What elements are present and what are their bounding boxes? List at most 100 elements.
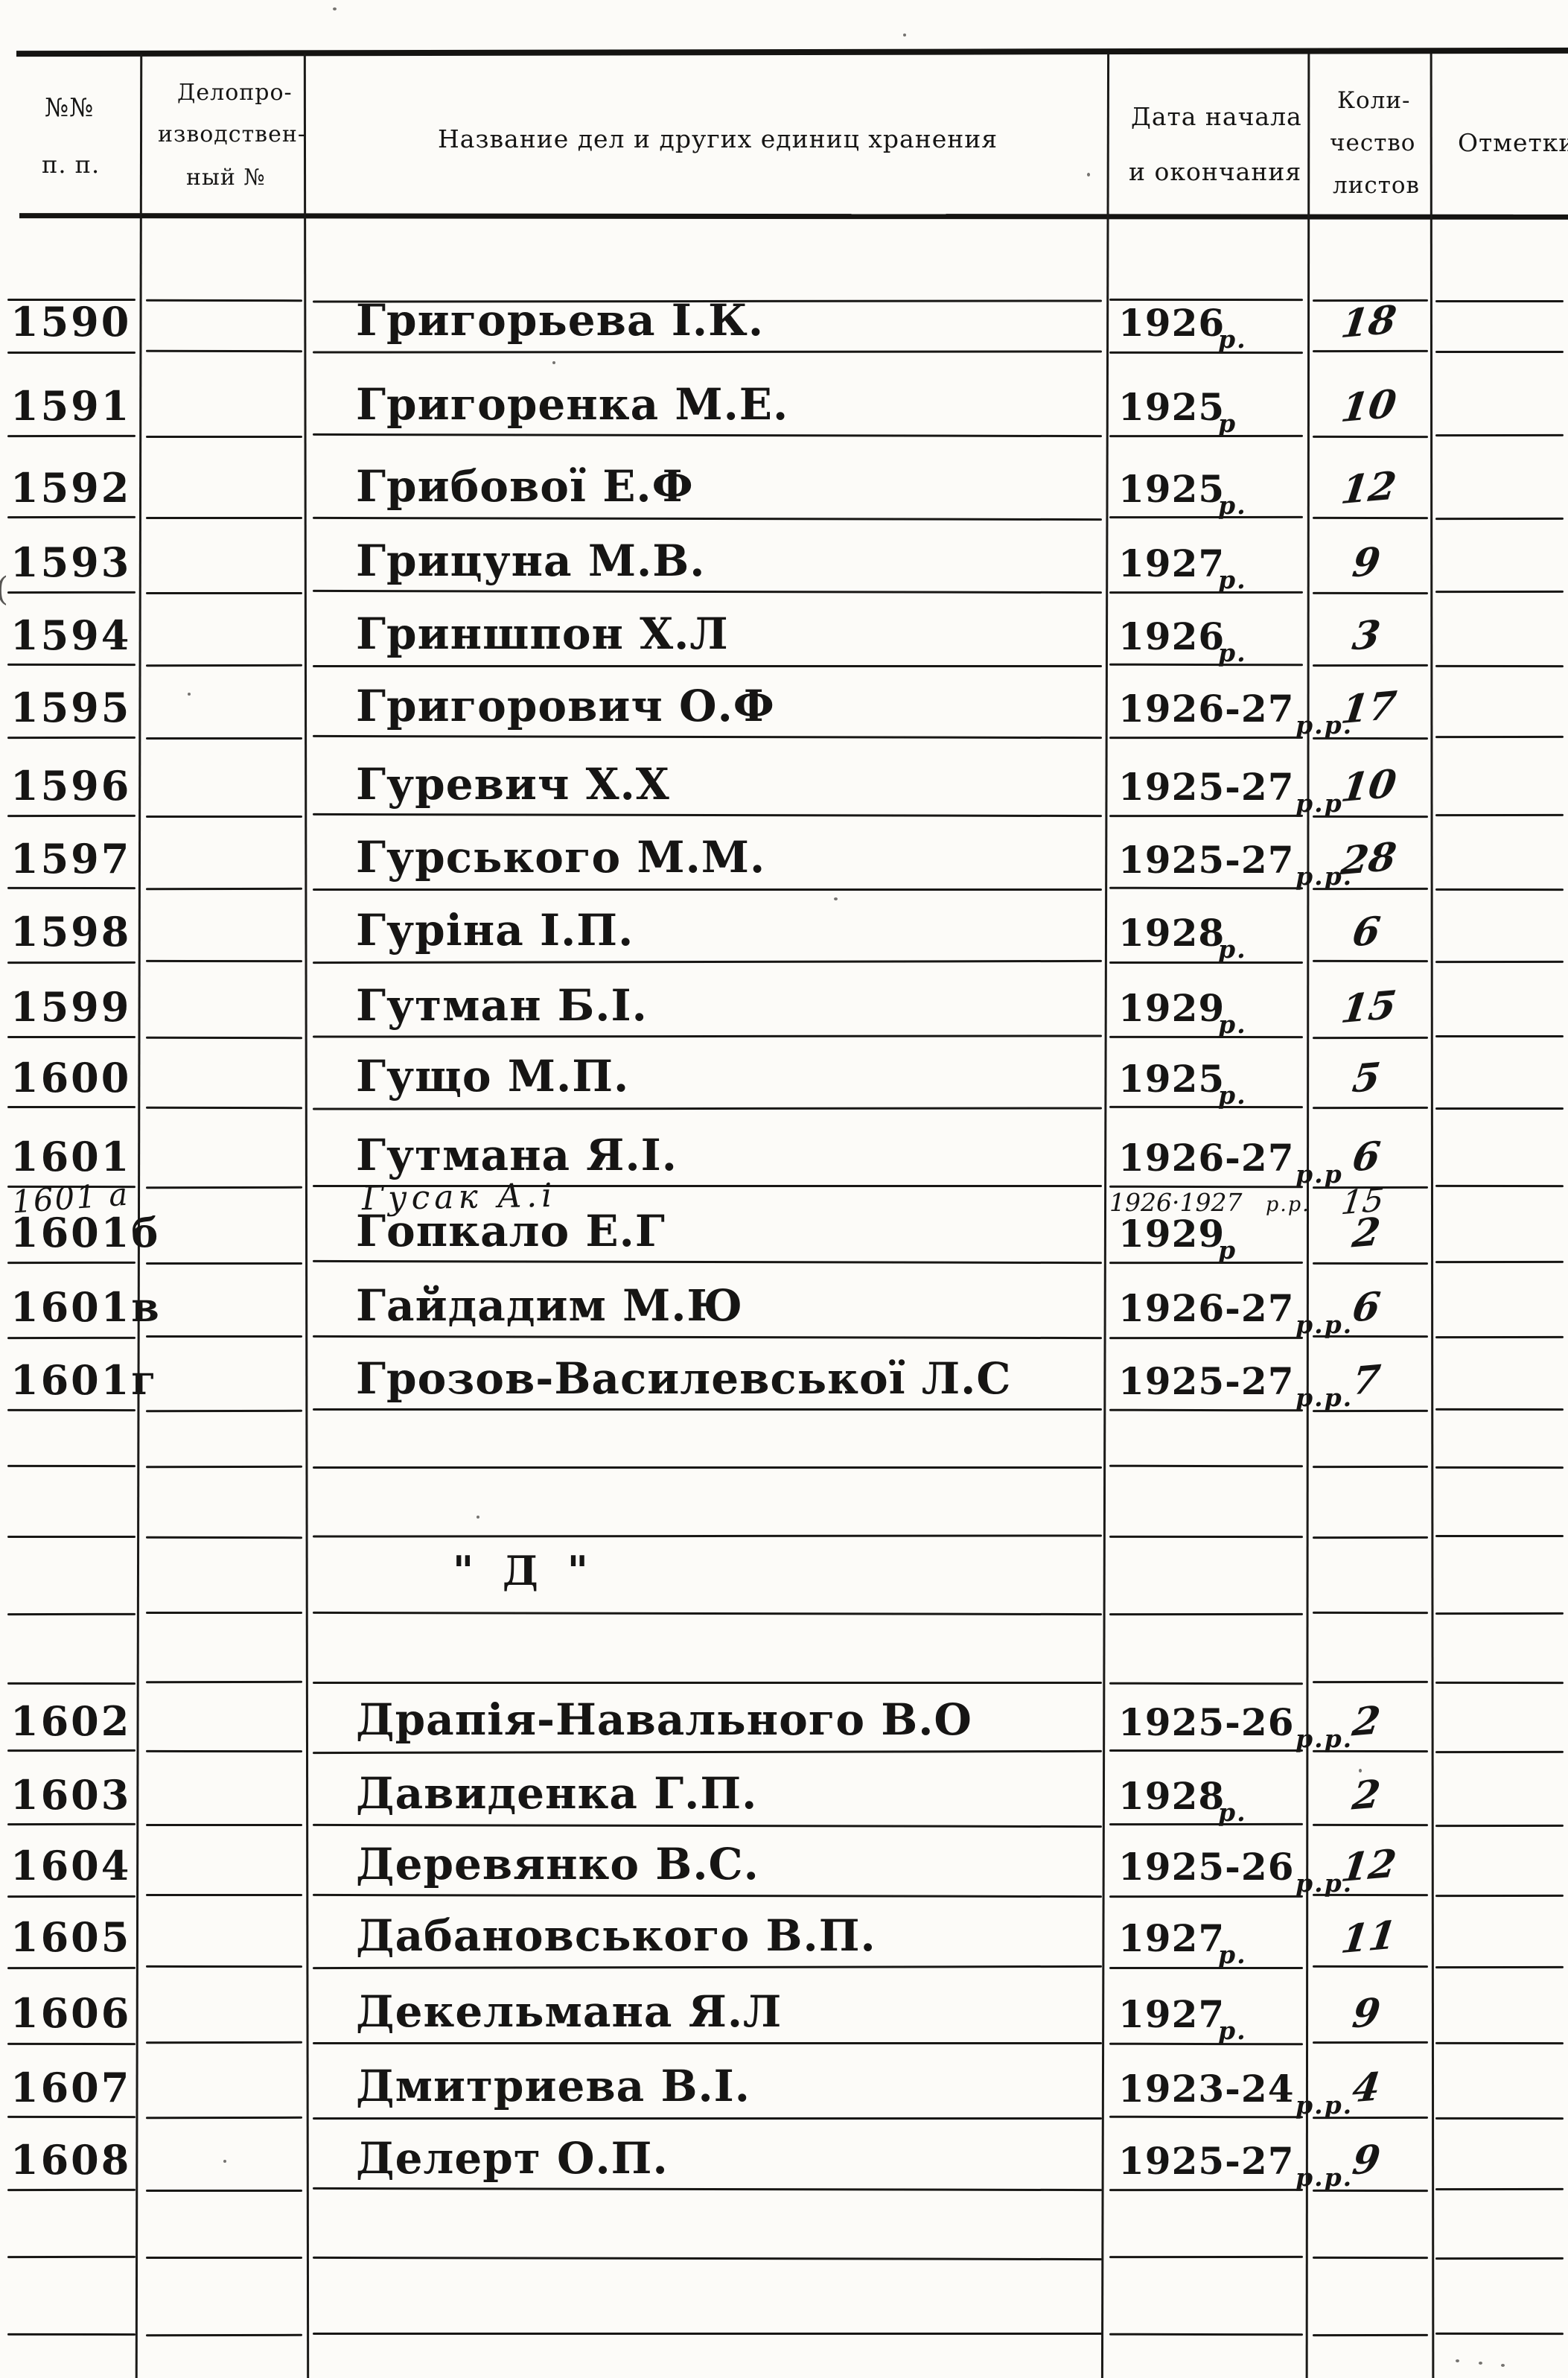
row-divider-line (1312, 2333, 1429, 2337)
row-number: 1601г (10, 1356, 159, 1404)
row-divider-line (146, 517, 302, 519)
row-title: Гущо М.П. (356, 1051, 630, 1101)
row-divider-line (312, 734, 1103, 740)
row-date: 1925-26 (1118, 1700, 1295, 1744)
row-date: 1925-27 (1118, 1359, 1295, 1403)
row-sheet-count: 5 (1349, 1054, 1383, 1102)
row-divider-line (1109, 1682, 1304, 1685)
header-office-number-line3: ный № (186, 165, 266, 191)
row-divider-line (1435, 1260, 1564, 1264)
row-divider-line (1312, 1965, 1429, 1968)
row-number: 1605 (10, 1913, 132, 1961)
row-divider-line (146, 1612, 302, 1614)
row-divider-line (146, 2190, 302, 2192)
row-divider-line (313, 888, 1102, 891)
scan-stray-mark: ( (0, 573, 8, 606)
header-date-column: Дата начала (1131, 102, 1302, 131)
row-divider-line (7, 1682, 136, 1685)
row-divider-line (146, 1262, 302, 1265)
row-sheet-count: 10 (1338, 381, 1399, 432)
row-divider-line (312, 433, 1103, 438)
row-title: Гутмана Я.І. (356, 1130, 678, 1180)
header-row-number: №№ (45, 93, 95, 123)
row-divider-line (1109, 1895, 1304, 1898)
scan-noise-dot (1359, 1769, 1362, 1773)
scan-noise-dot (552, 361, 555, 364)
row-divider-line (145, 1465, 303, 1469)
row-number: 1600 (10, 1054, 132, 1101)
scan-noise-dot (223, 2160, 226, 2163)
row-divider-line (1312, 1409, 1429, 1413)
row-divider-line (1435, 433, 1564, 437)
row-divider-line (1312, 1465, 1429, 1469)
row-divider-line (1109, 1822, 1304, 1826)
row-number: 1601б (10, 1209, 161, 1256)
header-sheet-count-line3: листов (1333, 172, 1420, 199)
row-divider-line (1435, 1184, 1564, 1188)
row-date: 1929 (1118, 1212, 1226, 1256)
row-divider-line (1109, 2115, 1304, 2119)
row-divider-line (313, 2333, 1102, 2335)
row-divider-line (1312, 2041, 1429, 2044)
row-divider-line (1435, 1612, 1564, 1615)
row-date-year-suffix: р.р. (1295, 1724, 1354, 1753)
row-divider-line (1435, 1965, 1564, 1969)
row-sheet-count: 11 (1338, 1912, 1399, 1963)
row-divider-line (7, 1749, 136, 1752)
row-title: Грозов-Василевської Л.С (356, 1353, 1012, 1404)
row-divider-line (1109, 591, 1304, 594)
row-divider-line (7, 2188, 136, 2192)
row-title: Григоренка М.Е. (356, 379, 789, 430)
row-date-year-suffix: р.р. (1295, 710, 1354, 740)
row-divider-line (312, 350, 1103, 354)
row-divider-line (1109, 1105, 1304, 1109)
row-divider-line (145, 1186, 303, 1189)
row-date: 1926·1927 (1109, 1188, 1243, 1217)
row-divider-line (1312, 1262, 1429, 1265)
row-sheet-count: 9 (1349, 2136, 1383, 2184)
scan-noise-dot (1479, 2362, 1482, 2365)
row-divider-line (7, 1336, 136, 1340)
row-divider-line (7, 591, 136, 594)
row-number: 1595 (10, 684, 132, 731)
row-divider-line (312, 813, 1103, 818)
row-sheet-count: 12 (1338, 1840, 1399, 1892)
row-divider-line (146, 1824, 302, 1826)
row-date: 1927 (1118, 541, 1226, 585)
row-number: 1594 (10, 611, 132, 659)
row-divider-line (1435, 1335, 1564, 1339)
row-title: Декельмана Я.Л (356, 1986, 783, 2037)
row-divider-line (312, 1611, 1103, 1616)
row-date: 1925 (1118, 385, 1226, 429)
row-divider-line (312, 1823, 1103, 1828)
row-divider-line (312, 959, 1103, 964)
row-divider-line (145, 349, 303, 353)
row-divider-line (313, 1682, 1102, 1684)
row-number: 1608 (10, 2136, 132, 2184)
row-date: 1925 (1118, 467, 1226, 511)
row-sheet-count: 28 (1338, 833, 1399, 885)
row-title: Дмитриева В.І. (356, 2061, 750, 2111)
row-divider-line (1312, 349, 1429, 353)
scan-noise-dot (333, 7, 337, 10)
row-date: 1925-27 (1118, 2139, 1295, 2183)
row-date-year-suffix: р.р. (1295, 1869, 1354, 1898)
row-divider-line (7, 2115, 136, 2119)
row-divider-line (312, 1259, 1103, 1265)
row-date-year-suffix: р (1218, 1236, 1237, 1265)
row-divider-line (1109, 1336, 1304, 1340)
row-title: Давиденка Г.П. (356, 1768, 758, 1819)
row-date-year-suffix: р. (1218, 1081, 1247, 1110)
column-divider (1430, 53, 1435, 2378)
row-divider-line (1109, 1612, 1304, 1616)
row-divider-line (1435, 590, 1564, 594)
row-divider-line (313, 1408, 1102, 1411)
row-divider-line (1435, 2332, 1564, 2336)
column-divider (1100, 54, 1110, 2378)
row-divider-line (1109, 2255, 1304, 2259)
row-divider-line (1312, 815, 1429, 818)
row-divider-line (1312, 2116, 1429, 2120)
row-number: 1598 (10, 908, 132, 956)
row-date: 1926 (1118, 614, 1226, 658)
section-letter: " Д " (453, 1547, 596, 1595)
